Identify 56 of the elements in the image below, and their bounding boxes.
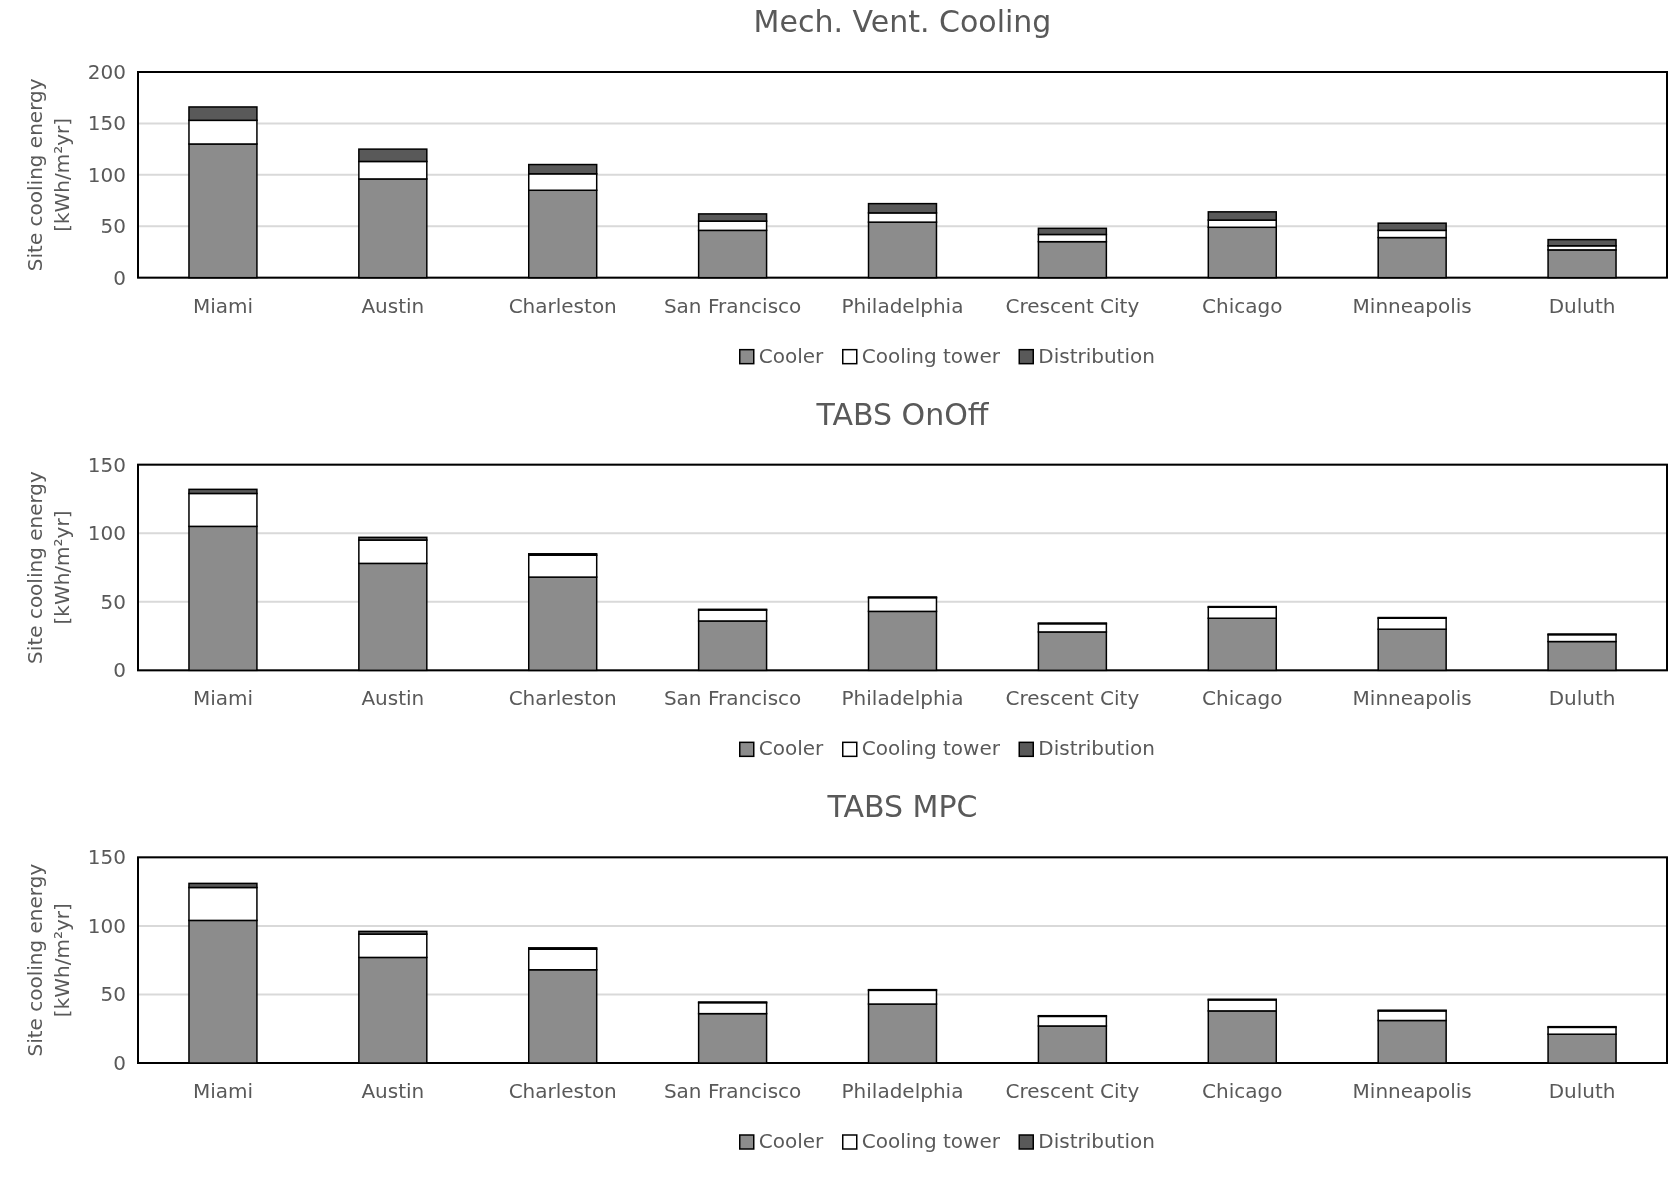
x-tick-label: Chicago — [1202, 1079, 1283, 1103]
chart-title: TABS OnOff — [815, 396, 990, 432]
legend-label: Cooling tower — [861, 1129, 1001, 1153]
y-tick-label: 100 — [87, 913, 126, 938]
legend-label: Distribution — [1038, 1129, 1155, 1153]
x-tick-label: Minneapolis — [1352, 1079, 1472, 1103]
legend-label: Cooler — [758, 1129, 825, 1153]
x-tick-label: Minneapolis — [1352, 293, 1472, 318]
x-tick-label: San Francisco — [663, 1079, 802, 1103]
x-tick-label: Austin — [361, 686, 425, 711]
x-tick-label: Philadelphia — [841, 293, 964, 318]
x-tick-label: San Francisco — [663, 686, 802, 711]
y-tick-label: 100 — [87, 521, 126, 546]
x-tick-label: San Francisco — [663, 293, 802, 318]
x-tick-label: Charleston — [508, 1079, 617, 1103]
y-axis-title: Site cooling energy [kWh/m²yr] — [23, 470, 74, 664]
chart-title: TABS MPC — [826, 789, 978, 825]
legend-label: Distribution — [1038, 343, 1155, 368]
x-tick-label: Chicago — [1202, 293, 1283, 318]
x-tick-label: Crescent City — [1005, 293, 1140, 318]
y-tick-label: 50 — [100, 214, 126, 239]
y-tick-label: 50 — [100, 589, 126, 614]
legend-label: Cooler — [758, 343, 825, 368]
x-tick-label: Philadelphia — [841, 1079, 964, 1103]
y-tick-label: 200 — [87, 60, 126, 84]
x-tick-label: Austin — [361, 1079, 425, 1103]
y-tick-label: 100 — [87, 162, 126, 187]
legend-label: Cooling tower — [861, 343, 1001, 368]
x-tick-label: Charleston — [508, 686, 617, 711]
legend-label: Cooling tower — [861, 736, 1001, 761]
y-tick-label: 0 — [113, 265, 126, 290]
x-tick-label: Duluth — [1548, 1079, 1616, 1103]
chart-title: Mech. Vent. Cooling — [753, 4, 1052, 39]
legend-label: Distribution — [1038, 736, 1155, 761]
x-tick-label: Miami — [192, 293, 253, 318]
x-tick-label: Duluth — [1548, 293, 1616, 318]
legend-label: Cooler — [758, 736, 825, 761]
y-tick-label: 0 — [113, 1051, 126, 1075]
x-tick-label: Crescent City — [1005, 686, 1140, 711]
x-tick-label: Chicago — [1202, 686, 1283, 711]
x-tick-label: Miami — [192, 686, 253, 711]
y-tick-label: 50 — [100, 982, 126, 1007]
y-axis-title: Site cooling energy [kWh/m²yr] — [23, 863, 74, 1057]
x-tick-label: Crescent City — [1005, 1079, 1140, 1103]
y-tick-label: 150 — [87, 111, 126, 136]
y-axis-title: Site cooling energy [kWh/m²yr] — [23, 78, 74, 272]
x-tick-label: Minneapolis — [1352, 686, 1472, 711]
y-tick-label: 150 — [87, 452, 126, 477]
x-tick-label: Philadelphia — [841, 686, 964, 711]
y-tick-label: 0 — [113, 658, 126, 683]
y-tick-label: 150 — [87, 845, 126, 870]
x-tick-label: Austin — [361, 293, 425, 318]
x-tick-label: Duluth — [1548, 686, 1616, 711]
x-tick-label: Charleston — [508, 293, 617, 318]
x-tick-label: Miami — [192, 1079, 253, 1103]
bar — [1547, 238, 1617, 247]
